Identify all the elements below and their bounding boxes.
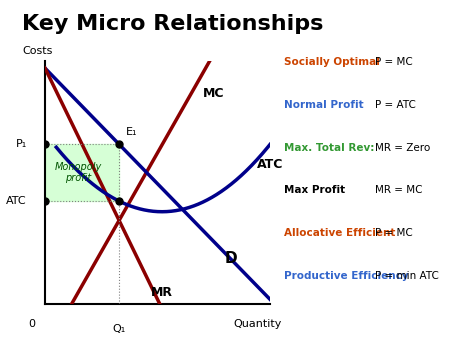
Text: Q₁: Q₁ <box>112 324 126 334</box>
Text: Quantity: Quantity <box>233 319 281 329</box>
Text: MR = MC: MR = MC <box>374 186 422 195</box>
Text: Normal Profit: Normal Profit <box>284 100 363 110</box>
Text: Monopoly
profit: Monopoly profit <box>55 162 102 184</box>
Text: P = ATC: P = ATC <box>374 100 415 110</box>
Text: E₁: E₁ <box>126 127 137 137</box>
Text: MR: MR <box>151 286 173 299</box>
Text: P = MC: P = MC <box>374 57 412 67</box>
Text: P = MC: P = MC <box>374 228 412 238</box>
Text: Allocative Efficient: Allocative Efficient <box>284 228 395 238</box>
Text: Max Profit: Max Profit <box>284 186 345 195</box>
Polygon shape <box>45 144 119 201</box>
Text: Max. Total Rev:: Max. Total Rev: <box>284 143 374 152</box>
Text: Socially Optimal: Socially Optimal <box>284 57 379 67</box>
Text: MR = Zero: MR = Zero <box>374 143 430 152</box>
Text: ATC: ATC <box>256 159 283 171</box>
Text: 0: 0 <box>28 319 35 329</box>
Text: Productive Efficiency: Productive Efficiency <box>284 271 408 281</box>
Text: Key Micro Relationships: Key Micro Relationships <box>22 14 324 33</box>
Text: Costs: Costs <box>22 46 53 56</box>
Text: P₁: P₁ <box>16 139 27 149</box>
Text: D: D <box>225 251 238 266</box>
Text: MC: MC <box>202 87 224 100</box>
Text: P = min ATC: P = min ATC <box>374 271 438 281</box>
Text: ATC: ATC <box>6 196 27 206</box>
